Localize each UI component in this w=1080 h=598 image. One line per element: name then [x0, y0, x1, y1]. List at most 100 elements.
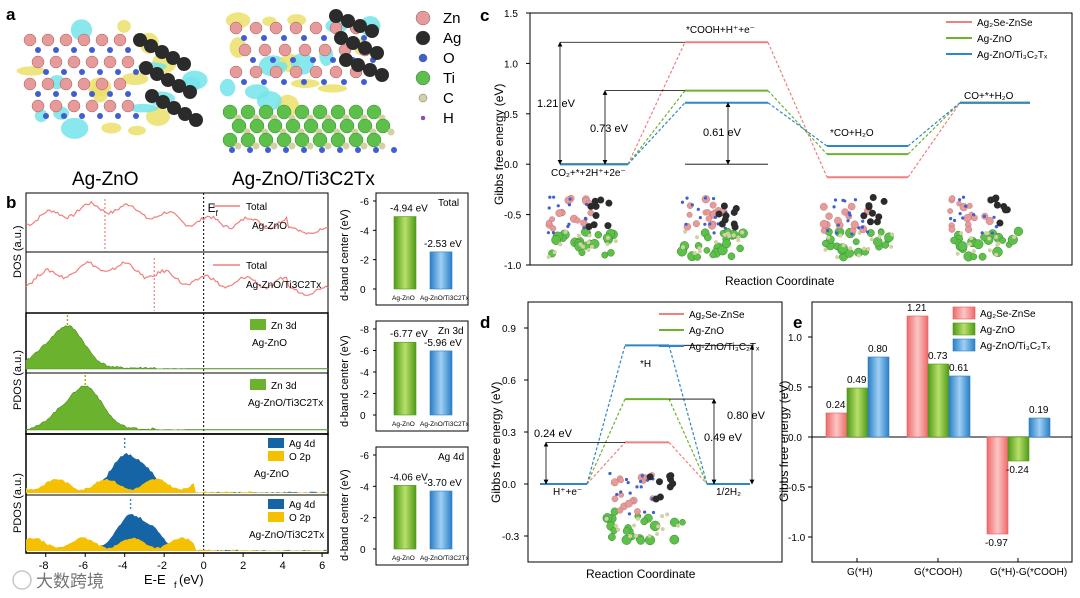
- ti-atom: [339, 118, 355, 134]
- state-label: CO+*+H₂O: [964, 91, 1014, 102]
- c-atom: [546, 255, 551, 260]
- y-tick-label: -4: [360, 482, 369, 493]
- y-axis-label-dos: DOS (a.u.): [12, 225, 24, 278]
- c-atom: [835, 255, 840, 260]
- o-atom: [624, 477, 629, 482]
- charge-density-lobe: [34, 109, 48, 123]
- pdos-o2p-area: [26, 537, 328, 551]
- zn-atom: [850, 220, 859, 229]
- molecule-model: [819, 193, 895, 262]
- c-atom: [604, 516, 609, 521]
- ti-atom: [1013, 226, 1024, 237]
- dos-system-label: Ag-ZnO: [252, 221, 287, 232]
- o-atom: [281, 79, 287, 85]
- o-atom: [585, 202, 589, 207]
- c-atom: [576, 233, 581, 238]
- legend-o2p-text: O 2p: [289, 513, 311, 524]
- o-atom: [836, 223, 840, 227]
- legend-o2p-swatch: [268, 512, 284, 522]
- c-atom: [838, 233, 843, 238]
- ti-atom: [727, 252, 736, 261]
- ag-atom: [720, 202, 728, 210]
- x-tick-label: -2: [157, 560, 167, 572]
- d-band-chart-title: Ag 4d: [438, 452, 464, 463]
- ag-atom: [1001, 206, 1009, 214]
- c-atom: [288, 142, 296, 150]
- ti-atom: [669, 534, 680, 545]
- c-atom: [890, 232, 895, 237]
- legend-total-text: Total: [246, 261, 267, 272]
- transition-line: [668, 345, 708, 485]
- ag-atom: [860, 212, 868, 220]
- chart-c-y-axis-label: Gibbs free energy (eV): [492, 84, 506, 205]
- legend-text: Ag-ZnO/Ti₃C₂Tₓ: [980, 341, 1051, 352]
- o-atom: [846, 219, 850, 223]
- ag-atom: [996, 219, 1004, 227]
- ti-atom: [276, 104, 292, 120]
- ag-atom: [346, 36, 360, 50]
- bar-ag2se-znse: [986, 436, 1009, 535]
- zn-atom: [77, 33, 91, 47]
- ag-atom: [868, 209, 876, 217]
- ag-atom: [178, 107, 192, 121]
- transition-line: [627, 90, 686, 165]
- o-atom: [107, 91, 113, 97]
- y-tick-label: 1.0: [504, 59, 518, 70]
- bar-value-label: -0.24: [1006, 465, 1029, 476]
- y-tick-label: -8: [360, 325, 369, 336]
- y-axis-label-pdos-ag: PDOS (a.u.): [12, 473, 24, 533]
- o-atom: [337, 147, 343, 153]
- o-atom: [321, 79, 327, 85]
- c-atom: [869, 237, 874, 242]
- legend-text: Ag₂Se-ZnSe: [977, 18, 1033, 29]
- zn-atom: [610, 478, 619, 487]
- legend-text: Ag-ZnO/Ti₃C₂Tₓ: [689, 342, 760, 353]
- d-band-chart-title: Zn 3d: [438, 326, 464, 337]
- o-atom: [628, 491, 632, 495]
- zn-atom: [309, 21, 323, 35]
- bar-value-label: 0.61: [949, 363, 969, 374]
- panel-c-label: c: [480, 6, 489, 25]
- zn-atom: [289, 21, 303, 35]
- bar-category-label: Ag-ZnO/Ti3C2Tx: [420, 555, 470, 562]
- y-tick-label: 0: [360, 411, 366, 422]
- state-label: H⁺+e⁻: [553, 487, 582, 498]
- zn-atom: [329, 65, 343, 79]
- c-atom: [826, 235, 831, 240]
- legend-ag-label: Ag: [443, 30, 461, 47]
- o-atom: [853, 198, 858, 202]
- d-band-center-bar: [393, 216, 417, 290]
- o-atom: [97, 113, 103, 119]
- bar-category-label: Ag-ZnO: [392, 421, 415, 428]
- ti-atom: [973, 239, 984, 250]
- state-label: *H: [640, 359, 651, 370]
- c-atom: [967, 242, 972, 247]
- o-atom: [97, 69, 103, 75]
- molecule-model: [602, 471, 686, 546]
- c-atom: [695, 235, 700, 240]
- ag-atom: [875, 213, 883, 221]
- x-tick-label: -8: [39, 560, 49, 572]
- c-atom: [360, 142, 368, 150]
- d-band-value-label: -2.53 eV: [424, 239, 462, 250]
- d-band-value-label: -3.70 eV: [424, 478, 462, 489]
- ti-atom: [999, 237, 1007, 244]
- c-atom: [563, 229, 568, 234]
- ti-atom: [312, 104, 328, 120]
- y-tick-label: -2: [360, 514, 369, 525]
- ti-atom: [267, 118, 283, 134]
- legend-o2p-text: O 2p: [289, 452, 311, 463]
- o-atom: [79, 69, 85, 75]
- legend-zn-label: Zn: [443, 10, 461, 27]
- ti-atom: [330, 132, 346, 148]
- ti-atom: [348, 132, 364, 148]
- zn-atom: [985, 216, 994, 226]
- transition-line: [627, 41, 686, 165]
- o-atom: [992, 215, 996, 219]
- charge-density-lobe: [101, 122, 122, 134]
- charge-density-lobe: [317, 84, 348, 93]
- o-atom: [361, 35, 367, 41]
- o-atom: [355, 147, 361, 153]
- zn-atom: [549, 216, 556, 223]
- c-atom: [996, 241, 1001, 246]
